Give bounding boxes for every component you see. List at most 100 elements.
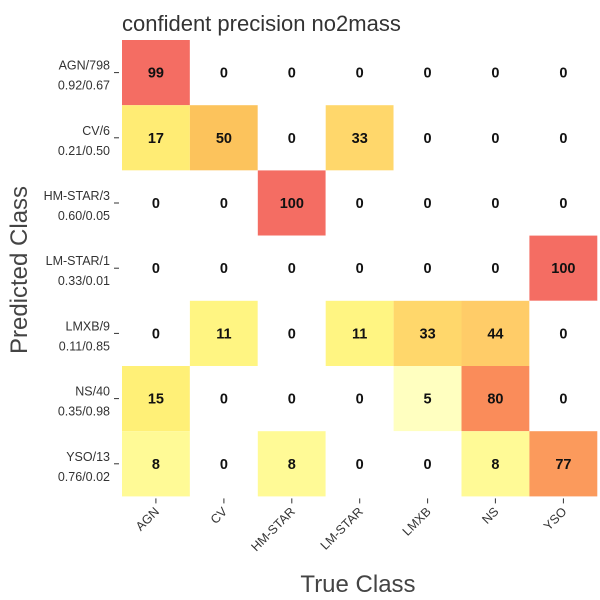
row-label-stats: 0.60/0.05 [58,209,110,223]
cell-value-label: 0 [424,66,432,82]
heatmap-cell [189,105,258,171]
row-label-name: HM-STAR/3 [44,189,110,203]
row-label-stats: 0.21/0.50 [58,144,110,158]
heatmap-cell [529,366,598,432]
cell-value-label: 0 [356,392,364,408]
cell-value-label: 0 [288,131,296,147]
cell-value-label: 11 [352,326,367,342]
cell-value-label: 0 [559,131,567,147]
heatmap-cell [529,235,598,301]
cell-value-label: 33 [420,326,436,342]
cell-value-label: 44 [487,326,503,342]
heatmap-cell [189,366,258,432]
cell-value-label: 0 [491,261,499,277]
heatmap-cell [189,40,258,106]
heatmap-cell [529,170,598,236]
y-axis-title: Predicted Class [6,186,33,354]
column-labels: AGN CV HM-STAR LM-STAR LMXB NS YSO [133,498,570,554]
cell-value-label: 99 [148,66,164,82]
heatmap-cell [189,235,258,301]
column-label: AGN [133,505,162,534]
cell-value-label: 0 [424,457,432,473]
cell-value-label: 0 [356,66,364,82]
heatmap-cell [393,431,462,497]
heatmap-cell [461,366,530,432]
cell-value-label: 0 [424,261,432,277]
heatmap-cell [257,105,326,171]
row-label-name: AGN/798 [59,59,110,73]
heatmap-cell [122,366,190,432]
heatmap-cell [325,40,394,106]
column-label: NS [479,505,501,527]
row-label-stats: 0.33/0.01 [58,274,110,288]
cell-value-label: 0 [220,196,228,212]
cell-value-label: 17 [148,131,164,147]
cell-value-label: 100 [280,196,304,212]
heatmap-cell [257,235,326,301]
row-label-name: LM-STAR/1 [46,254,110,268]
heatmap-cell [325,170,394,236]
heatmap-cell [393,366,462,432]
row-label-name: NS/40 [75,385,110,399]
row-label-stats: 0.92/0.67 [58,79,110,93]
cell-value-label: 8 [288,457,296,473]
heatmap-cell [122,40,190,106]
cell-value-label: 0 [152,196,160,212]
heatmap-cell [122,235,190,301]
heatmap-cell [325,105,394,171]
cell-value-label: 0 [220,66,228,82]
heatmap-cell [461,40,530,106]
heatmap-cell [257,300,326,366]
row-label-name: CV/6 [82,124,110,138]
cell-value-label: 0 [288,66,296,82]
heatmap-cell [529,300,598,366]
heatmap-cell [393,105,462,171]
cell-value-label: 0 [356,196,364,212]
cell-value-label: 8 [152,457,160,473]
heatmap-cell [257,40,326,106]
cell-value-label: 0 [424,196,432,212]
column-label: LM-STAR [318,505,366,553]
cell-value-label: 0 [288,261,296,277]
column-label: YSO [541,504,570,533]
heatmap-cell [122,431,190,497]
cell-value-label: 0 [356,261,364,277]
heatmap-cell [393,300,462,366]
column-label: CV [208,504,231,527]
heatmap-cell [325,235,394,301]
heatmap-cell [529,431,598,497]
row-label-stats: 0.76/0.02 [58,470,110,484]
cell-value-label: 0 [491,196,499,212]
column-label: HM-STAR [248,505,298,555]
cell-value-label: 0 [288,392,296,408]
cell-value-label: 0 [559,66,567,82]
heatmap-cell [393,40,462,106]
chart-title: confident precision no2mass [122,11,401,36]
heatmap-cell [325,431,394,497]
cell-value-label: 11 [216,326,231,342]
cell-value-label: 0 [559,392,567,408]
heatmap-cell [122,170,190,236]
row-label-name: YSO/13 [66,450,110,464]
cell-value-label: 15 [148,392,164,408]
cell-value-label: 0 [559,326,567,342]
heatmap-cell [257,431,326,497]
heatmap-cell [325,300,394,366]
heatmap-cell [461,105,530,171]
cell-value-label: 5 [424,392,432,408]
cell-value-label: 33 [352,131,368,147]
heatmap-cell [257,170,326,236]
heatmap-cell [393,170,462,236]
cell-value-label: 77 [555,457,571,473]
column-label: LMXB [400,505,434,539]
heatmap-cell [461,170,530,236]
heatmap-cell [461,235,530,301]
heatmap-cell [257,366,326,432]
heatmap-cell [529,105,598,171]
cell-value-label: 100 [551,261,575,277]
cell-value-label: 0 [220,261,228,277]
x-axis-title: True Class [300,571,415,598]
cell-value-label: 0 [491,131,499,147]
row-label-stats: 0.11/0.85 [59,339,110,353]
